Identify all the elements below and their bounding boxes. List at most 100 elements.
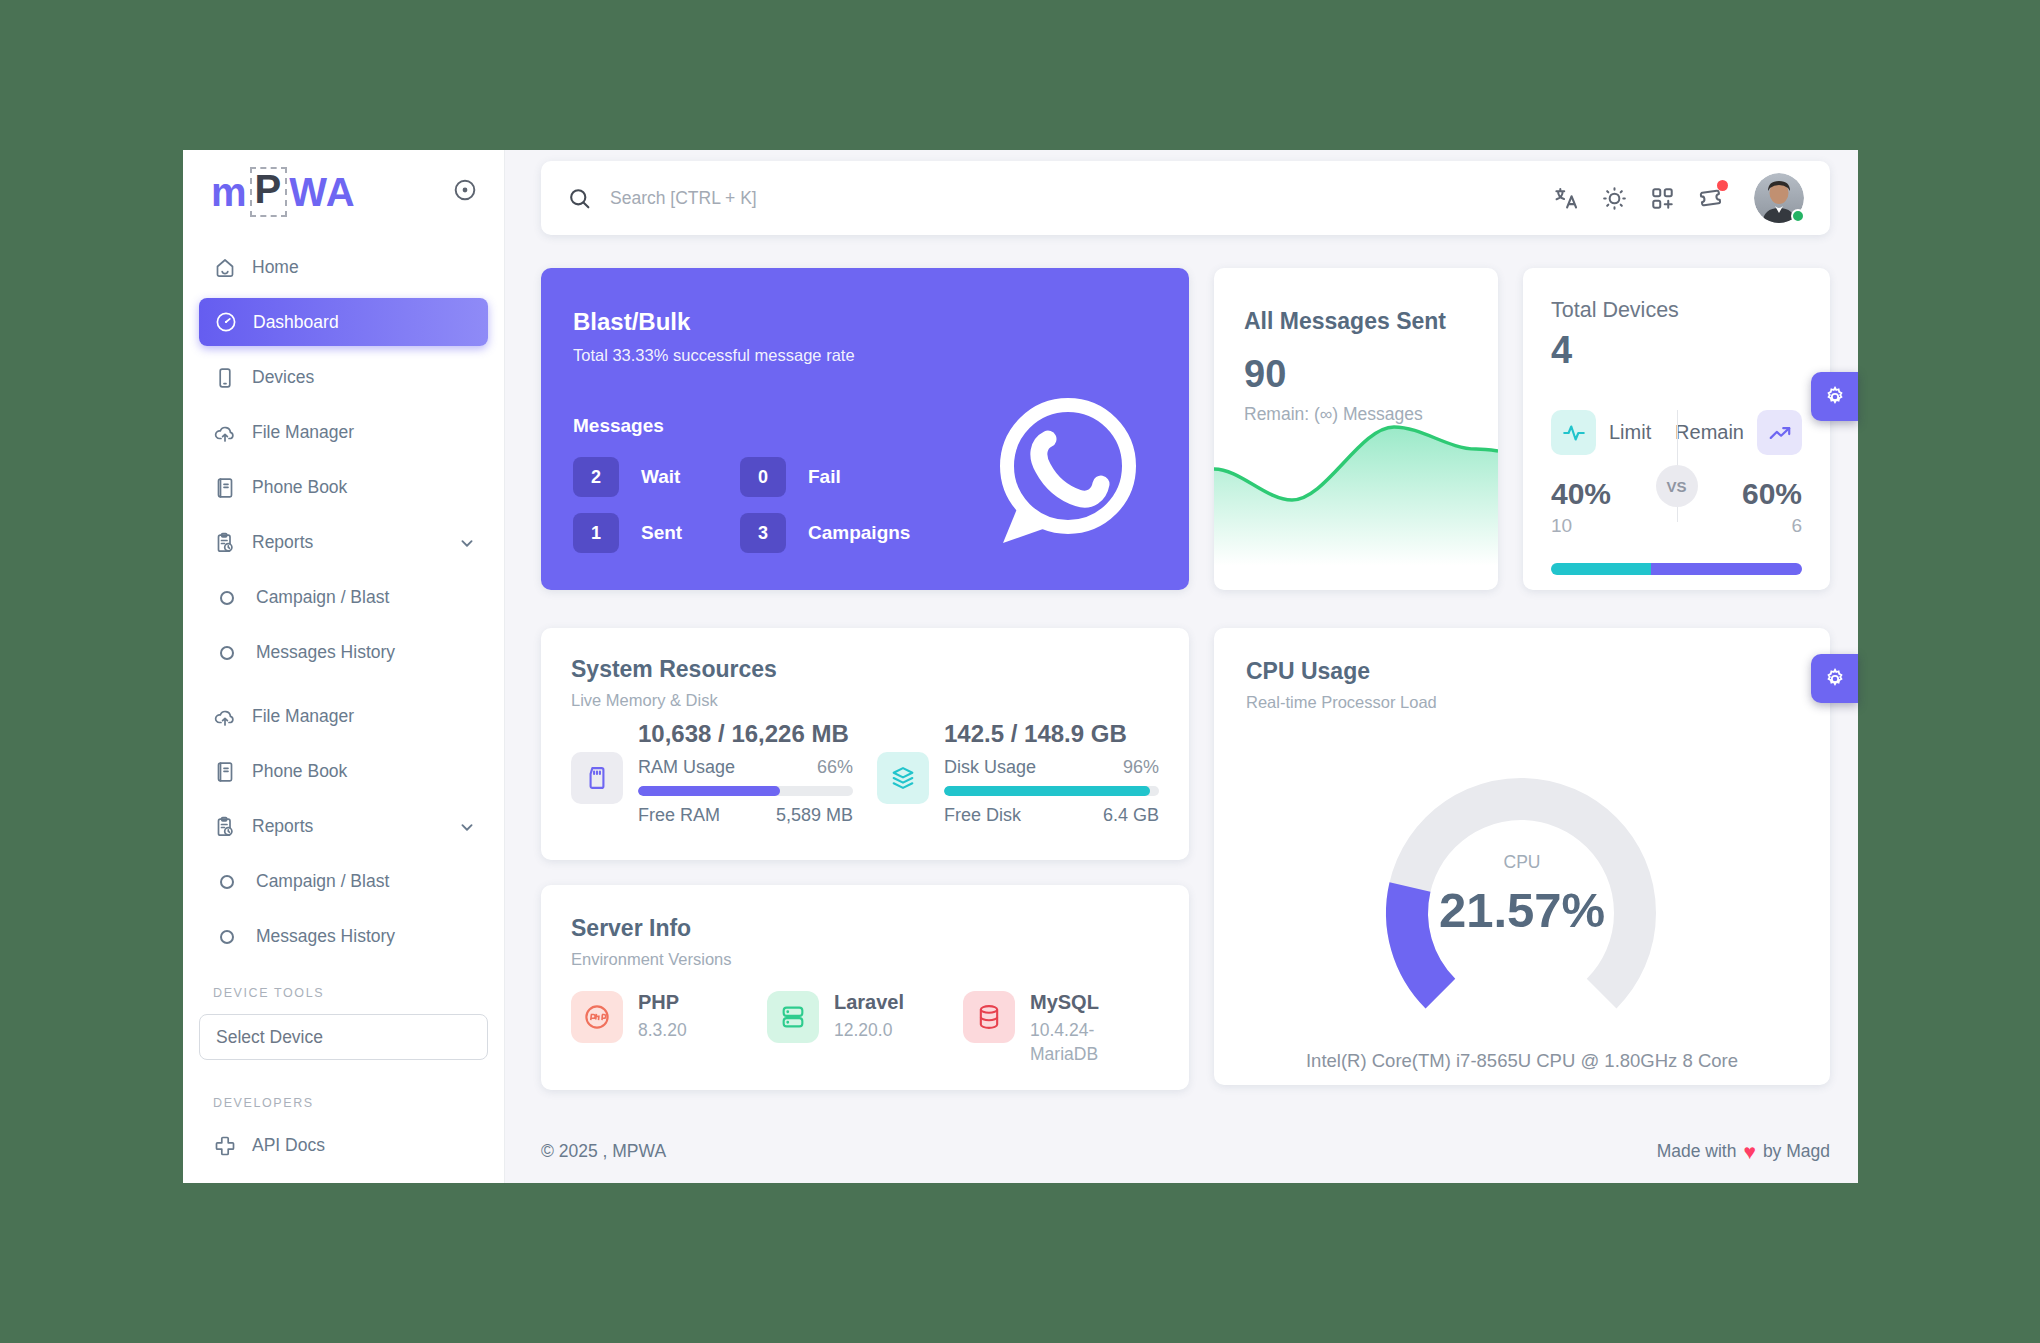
sidebar-item-home[interactable]: Home [183, 240, 504, 295]
disk-icon-badge [877, 752, 929, 804]
remain-bar-segment [1651, 563, 1802, 575]
total-devices-value: 4 [1551, 329, 1802, 372]
ram-usage-label: RAM Usage [638, 757, 735, 778]
sidebar-item-messages-history[interactable]: Messages History [183, 625, 504, 680]
book-icon [213, 760, 237, 784]
sidebar-pin-icon[interactable] [452, 177, 478, 207]
server-info-title: Server Info [571, 915, 1159, 942]
topbar [541, 161, 1830, 235]
device-select[interactable]: Select Device [199, 1014, 488, 1060]
php-icon [582, 1002, 612, 1032]
language-icon[interactable] [1553, 185, 1580, 212]
vs-badge: VS [1656, 465, 1698, 507]
brand-logo[interactable]: mPWA [211, 167, 356, 217]
limit-count: 10 [1551, 515, 1572, 537]
cpu-gauge-label: CPU [1214, 852, 1830, 873]
cpu-gauge-value: 21.57% [1214, 882, 1830, 938]
settings-gear-button-1[interactable] [1811, 372, 1858, 421]
disk-total: 142.5 / 148.9 GB [944, 720, 1159, 748]
circle-icon [219, 929, 235, 945]
disk-usage-percent: 96% [1123, 757, 1159, 778]
ram-usage-percent: 66% [817, 757, 853, 778]
blast-title: Blast/Bulk [573, 308, 1157, 336]
mysql-name: MySQL [1030, 991, 1148, 1014]
cpu-detail: Intel(R) Core(TM) i7-8565U CPU @ 1.80GHz… [1214, 1050, 1830, 1072]
sidebar: mPWA Home Dashboard Devices File Manager [183, 150, 505, 1183]
copyright: © 2025 , MPWA [541, 1141, 666, 1162]
search-bar[interactable] [567, 186, 1553, 211]
php-version-item: PHP8.3.20 [571, 991, 767, 1066]
report-icon [213, 815, 237, 839]
sidebar-item-phone-book[interactable]: Phone Book [183, 460, 504, 515]
home-icon [213, 256, 237, 280]
remain-count: 6 [1791, 515, 1802, 537]
all-messages-card: All Messages Sent 90 Remain: (∞) Message… [1214, 268, 1498, 590]
stat-wait: 2Wait [573, 457, 740, 497]
sidebar-item-dashboard[interactable]: Dashboard [199, 298, 488, 346]
sidebar-item-reports[interactable]: Reports [183, 515, 504, 570]
all-messages-remain: Remain: (∞) Messages [1244, 404, 1468, 425]
disk-progress-bar [944, 786, 1159, 796]
stat-fail: 0Fail [740, 457, 1003, 497]
search-input[interactable] [610, 188, 1010, 209]
circle-icon [219, 645, 235, 661]
memory-icon [583, 764, 611, 792]
laravel-version-item: Laravel12.20.0 [767, 991, 963, 1066]
ram-progress-bar [638, 786, 853, 796]
user-avatar[interactable] [1754, 173, 1804, 223]
apps-grid-icon[interactable] [1649, 185, 1676, 212]
chevron-down-icon [456, 532, 478, 554]
limit-bar-segment [1551, 563, 1651, 575]
remain-label: Remain [1675, 421, 1744, 444]
api-icon [213, 1134, 237, 1158]
notification-badge [1717, 180, 1728, 191]
online-status-dot [1791, 209, 1805, 223]
system-resources-card: System Resources Live Memory & Disk 10,6… [541, 628, 1189, 860]
cloud-upload-icon [213, 421, 237, 445]
free-ram-label: Free RAM [638, 805, 720, 826]
php-name: PHP [638, 991, 687, 1014]
server-icon [779, 1003, 807, 1031]
sidebar-item-reports-2[interactable]: Reports [183, 799, 504, 854]
cloud-upload-icon [213, 705, 237, 729]
laravel-icon-badge [767, 991, 819, 1043]
ram-icon-badge [571, 752, 623, 804]
layers-icon [889, 764, 917, 792]
theme-sun-icon[interactable] [1601, 185, 1628, 212]
sidebar-item-file-manager[interactable]: File Manager [183, 405, 504, 460]
search-icon [567, 186, 592, 211]
sidebar-item-api-docs[interactable]: API Docs [183, 1118, 504, 1173]
laravel-version: 12.20.0 [834, 1019, 904, 1043]
sidebar-item-messages-history-2[interactable]: Messages History [183, 909, 504, 964]
server-info-subtitle: Environment Versions [571, 950, 1159, 969]
made-with: Made with [1657, 1141, 1737, 1162]
heart-icon: ♥ [1743, 1140, 1755, 1164]
notifications-icon[interactable] [1697, 185, 1724, 212]
total-devices-card: Total Devices 4 Limit Remain [1523, 268, 1830, 590]
blast-bulk-card: Blast/Bulk Total 33.33% successful messa… [541, 268, 1189, 590]
trending-up-icon [1767, 420, 1793, 446]
smartphone-icon [213, 366, 237, 390]
limit-label: Limit [1609, 421, 1651, 444]
database-icon [975, 1003, 1003, 1031]
sidebar-item-campaign-blast-2[interactable]: Campaign / Blast [183, 854, 504, 909]
circle-icon [219, 874, 235, 890]
whatsapp-icon [979, 386, 1151, 562]
settings-gear-button-2[interactable] [1811, 654, 1858, 703]
free-disk-label: Free Disk [944, 805, 1021, 826]
book-icon [213, 476, 237, 500]
app-window: mPWA Home Dashboard Devices File Manager [183, 150, 1858, 1183]
system-resources-subtitle: Live Memory & Disk [571, 691, 1159, 710]
mysql-version-item: MySQL10.4.24-MariaDB [963, 991, 1159, 1066]
report-icon [213, 531, 237, 555]
all-messages-title: All Messages Sent [1244, 308, 1468, 335]
sidebar-item-campaign-blast[interactable]: Campaign / Blast [183, 570, 504, 625]
stat-campaigns: 3Campaigns [740, 513, 1003, 553]
sidebar-item-devices[interactable]: Devices [183, 350, 504, 405]
free-disk-value: 6.4 GB [1103, 805, 1159, 826]
sidebar-item-file-manager-2[interactable]: File Manager [183, 689, 504, 744]
remain-percent: 60% [1742, 477, 1802, 511]
main-area: Blast/Bulk Total 33.33% successful messa… [505, 150, 1858, 1183]
total-devices-title: Total Devices [1551, 298, 1802, 323]
sidebar-item-phone-book-2[interactable]: Phone Book [183, 744, 504, 799]
